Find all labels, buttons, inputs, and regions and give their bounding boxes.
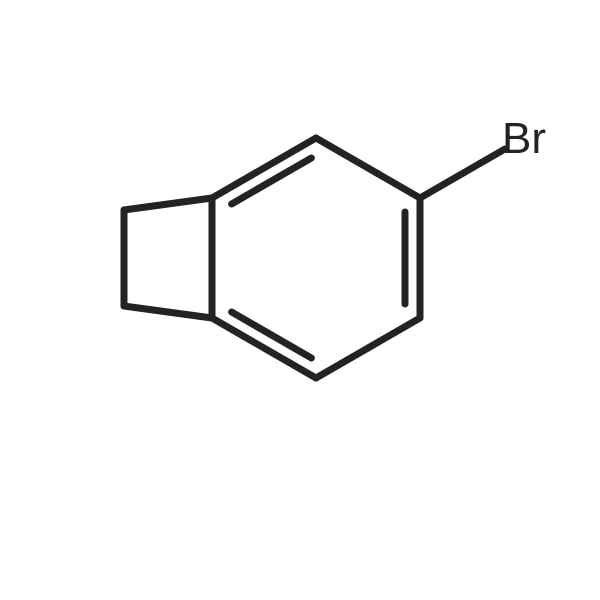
molecule-diagram: Br (0, 0, 600, 600)
bond-line (124, 306, 212, 318)
bond-line (316, 318, 420, 378)
bond-line (420, 149, 505, 198)
bond-layer (124, 138, 505, 378)
bromine-label: Br (502, 114, 546, 163)
bond-line (316, 138, 420, 198)
bond-line (124, 198, 212, 210)
